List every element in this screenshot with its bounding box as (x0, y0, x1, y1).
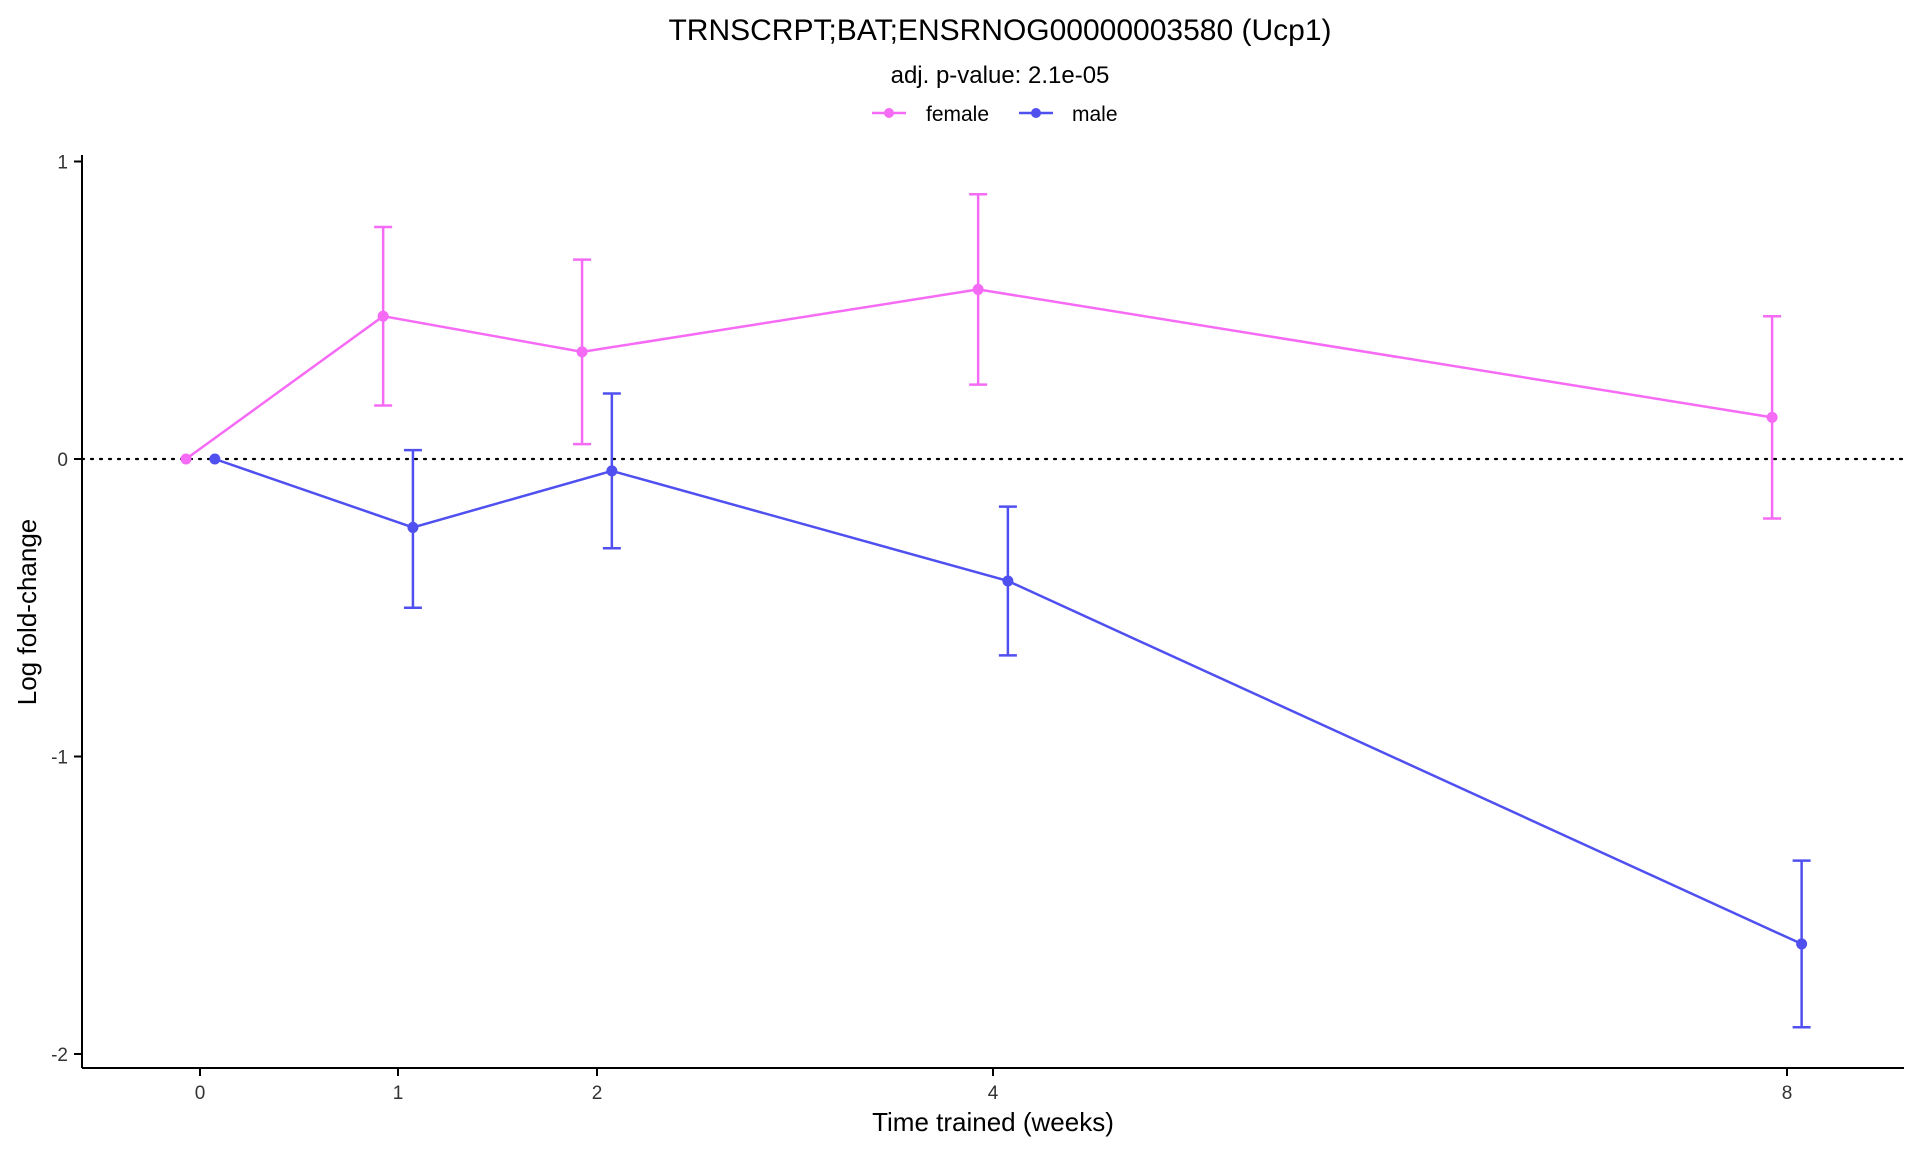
legend-female-label: female (926, 103, 989, 126)
legend-male-label: male (1072, 103, 1118, 126)
x-tick-label: 4 (988, 1083, 999, 1104)
data-point-male (209, 453, 221, 465)
legend: female male (872, 103, 1118, 126)
x-tick-label: 8 (1782, 1083, 1793, 1104)
y-axis-ticks: 1 0 -1 -2 (51, 153, 82, 1066)
series-layer (180, 192, 1811, 1029)
series-male (209, 392, 1811, 1029)
chart-subtitle: adj. p-value: 2.1e-05 (891, 62, 1110, 89)
x-axis-ticks: 0 1 2 4 8 (195, 1068, 1793, 1104)
data-point-female (180, 453, 192, 465)
y-tick-label: -2 (51, 1045, 68, 1066)
data-point-male (1002, 575, 1014, 587)
chart-title: TRNSCRPT;BAT;ENSRNOG00000003580 (Ucp1) (668, 14, 1331, 47)
y-tick-label: -1 (51, 748, 68, 769)
data-point-male (407, 521, 419, 533)
y-tick-label: 1 (57, 153, 68, 174)
data-point-female (1766, 411, 1778, 423)
x-tick-label: 0 (195, 1083, 206, 1104)
data-point-male (1796, 938, 1808, 950)
y-axis-label: Log fold-change (12, 519, 42, 705)
legend-male-swatch-point (1031, 108, 1041, 118)
data-point-male (606, 465, 618, 477)
x-tick-label: 2 (592, 1083, 603, 1104)
y-tick-label: 0 (57, 450, 68, 471)
x-axis-label: Time trained (weeks) (872, 1107, 1114, 1137)
x-tick-label: 1 (393, 1083, 404, 1104)
legend-female-swatch-point (884, 108, 894, 118)
data-point-female (972, 283, 984, 295)
data-point-female (377, 310, 389, 322)
series-female (180, 192, 1782, 520)
data-point-female (576, 346, 588, 358)
